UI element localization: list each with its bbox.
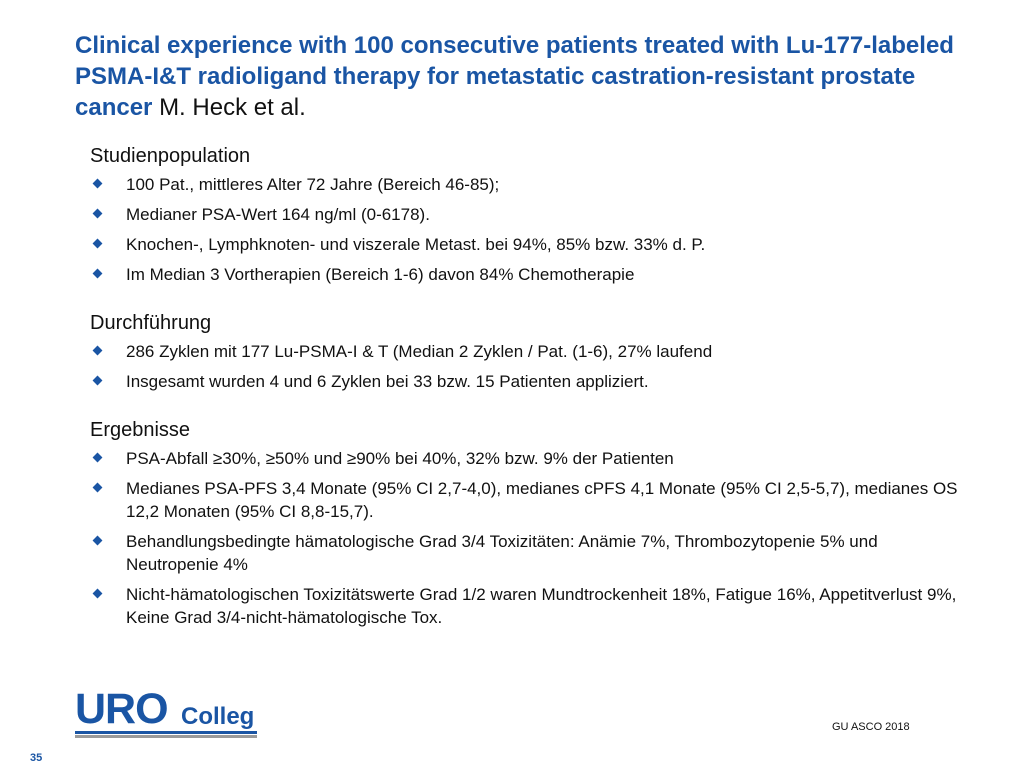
urocolleg-logo: URO Colleg [75, 686, 257, 738]
bullet-text: Insgesamt wurden 4 und 6 Zyklen bei 33 b… [126, 372, 649, 391]
bullet-text: Im Median 3 Vortherapien (Bereich 1-6) d… [126, 265, 635, 284]
bullet-item: Insgesamt wurden 4 und 6 Zyklen bei 33 b… [90, 370, 970, 393]
title-author: M. Heck et al. [159, 94, 306, 121]
diamond-bullet-icon [92, 208, 103, 219]
bullet-item: Im Median 3 Vortherapien (Bereich 1-6) d… [90, 263, 970, 286]
diamond-bullet-icon [92, 588, 103, 599]
diamond-bullet-icon [92, 482, 103, 493]
bullet-item: PSA-Abfall ≥30%, ≥50% und ≥90% bei 40%, … [90, 447, 970, 470]
bullet-list: PSA-Abfall ≥30%, ≥50% und ≥90% bei 40%, … [90, 447, 970, 629]
logo-colleg-text: Colleg [181, 703, 255, 730]
bullet-item: Medianer PSA-Wert 164 ng/ml (0-6178). [90, 203, 970, 226]
bullet-text: Medianes PSA-PFS 3,4 Monate (95% CI 2,7-… [126, 479, 958, 521]
bullet-item: Nicht-hämatologischen Toxizitätswerte Gr… [90, 583, 970, 629]
section-durchfuehrung: Durchführung 286 Zyklen mit 177 Lu-PSMA-… [90, 310, 970, 393]
page-number: 35 [30, 752, 43, 764]
bullet-text: 286 Zyklen mit 177 Lu-PSMA-I & T (Median… [126, 342, 713, 361]
bullet-text: Nicht-hämatologischen Toxizitätswerte Gr… [126, 585, 957, 627]
bullet-text: Behandlungsbedingte hämatologische Grad … [126, 532, 878, 574]
diamond-bullet-icon [92, 178, 103, 189]
diamond-bullet-icon [92, 535, 103, 546]
section-studienpopulation: Studienpopulation 100 Pat., mittleres Al… [90, 143, 970, 286]
bullet-item: Knochen-, Lymphknoten- und viszerale Met… [90, 233, 970, 256]
bullet-text: Knochen-, Lymphknoten- und viszerale Met… [126, 235, 706, 254]
section-heading: Ergebnisse [90, 419, 191, 441]
bullet-item: Behandlungsbedingte hämatologische Grad … [90, 530, 970, 576]
section-ergebnisse: Ergebnisse PSA-Abfall ≥30%, ≥50% und ≥90… [90, 417, 970, 629]
section-heading: Studienpopulation [90, 145, 251, 167]
logo-underline-gray [75, 735, 257, 738]
logo-underline-blue [75, 731, 257, 734]
diamond-bullet-icon [92, 268, 103, 279]
bullet-item: 100 Pat., mittleres Alter 72 Jahre (Bere… [90, 173, 970, 196]
bullet-text: Medianer PSA-Wert 164 ng/ml (0-6178). [126, 205, 430, 224]
bullet-text: PSA-Abfall ≥30%, ≥50% und ≥90% bei 40%, … [126, 449, 674, 468]
slide-title: Clinical experience with 100 consecutive… [75, 30, 995, 123]
bullet-item: Medianes PSA-PFS 3,4 Monate (95% CI 2,7-… [90, 477, 970, 523]
logo-uro-text: URO [75, 685, 169, 733]
bullet-list: 286 Zyklen mit 177 Lu-PSMA-I & T (Median… [90, 340, 970, 393]
bullet-text: 100 Pat., mittleres Alter 72 Jahre (Bere… [126, 175, 500, 194]
bullet-list: 100 Pat., mittleres Alter 72 Jahre (Bere… [90, 173, 970, 286]
slide-content: Studienpopulation 100 Pat., mittleres Al… [90, 143, 970, 653]
bullet-item: 286 Zyklen mit 177 Lu-PSMA-I & T (Median… [90, 340, 970, 363]
diamond-bullet-icon [92, 238, 103, 249]
title-text: Clinical experience with 100 consecutive… [75, 32, 954, 121]
section-heading: Durchführung [90, 312, 212, 334]
diamond-bullet-icon [92, 375, 103, 386]
diamond-bullet-icon [92, 345, 103, 356]
source-label: GU ASCO 2018 [832, 721, 910, 733]
diamond-bullet-icon [92, 452, 103, 463]
